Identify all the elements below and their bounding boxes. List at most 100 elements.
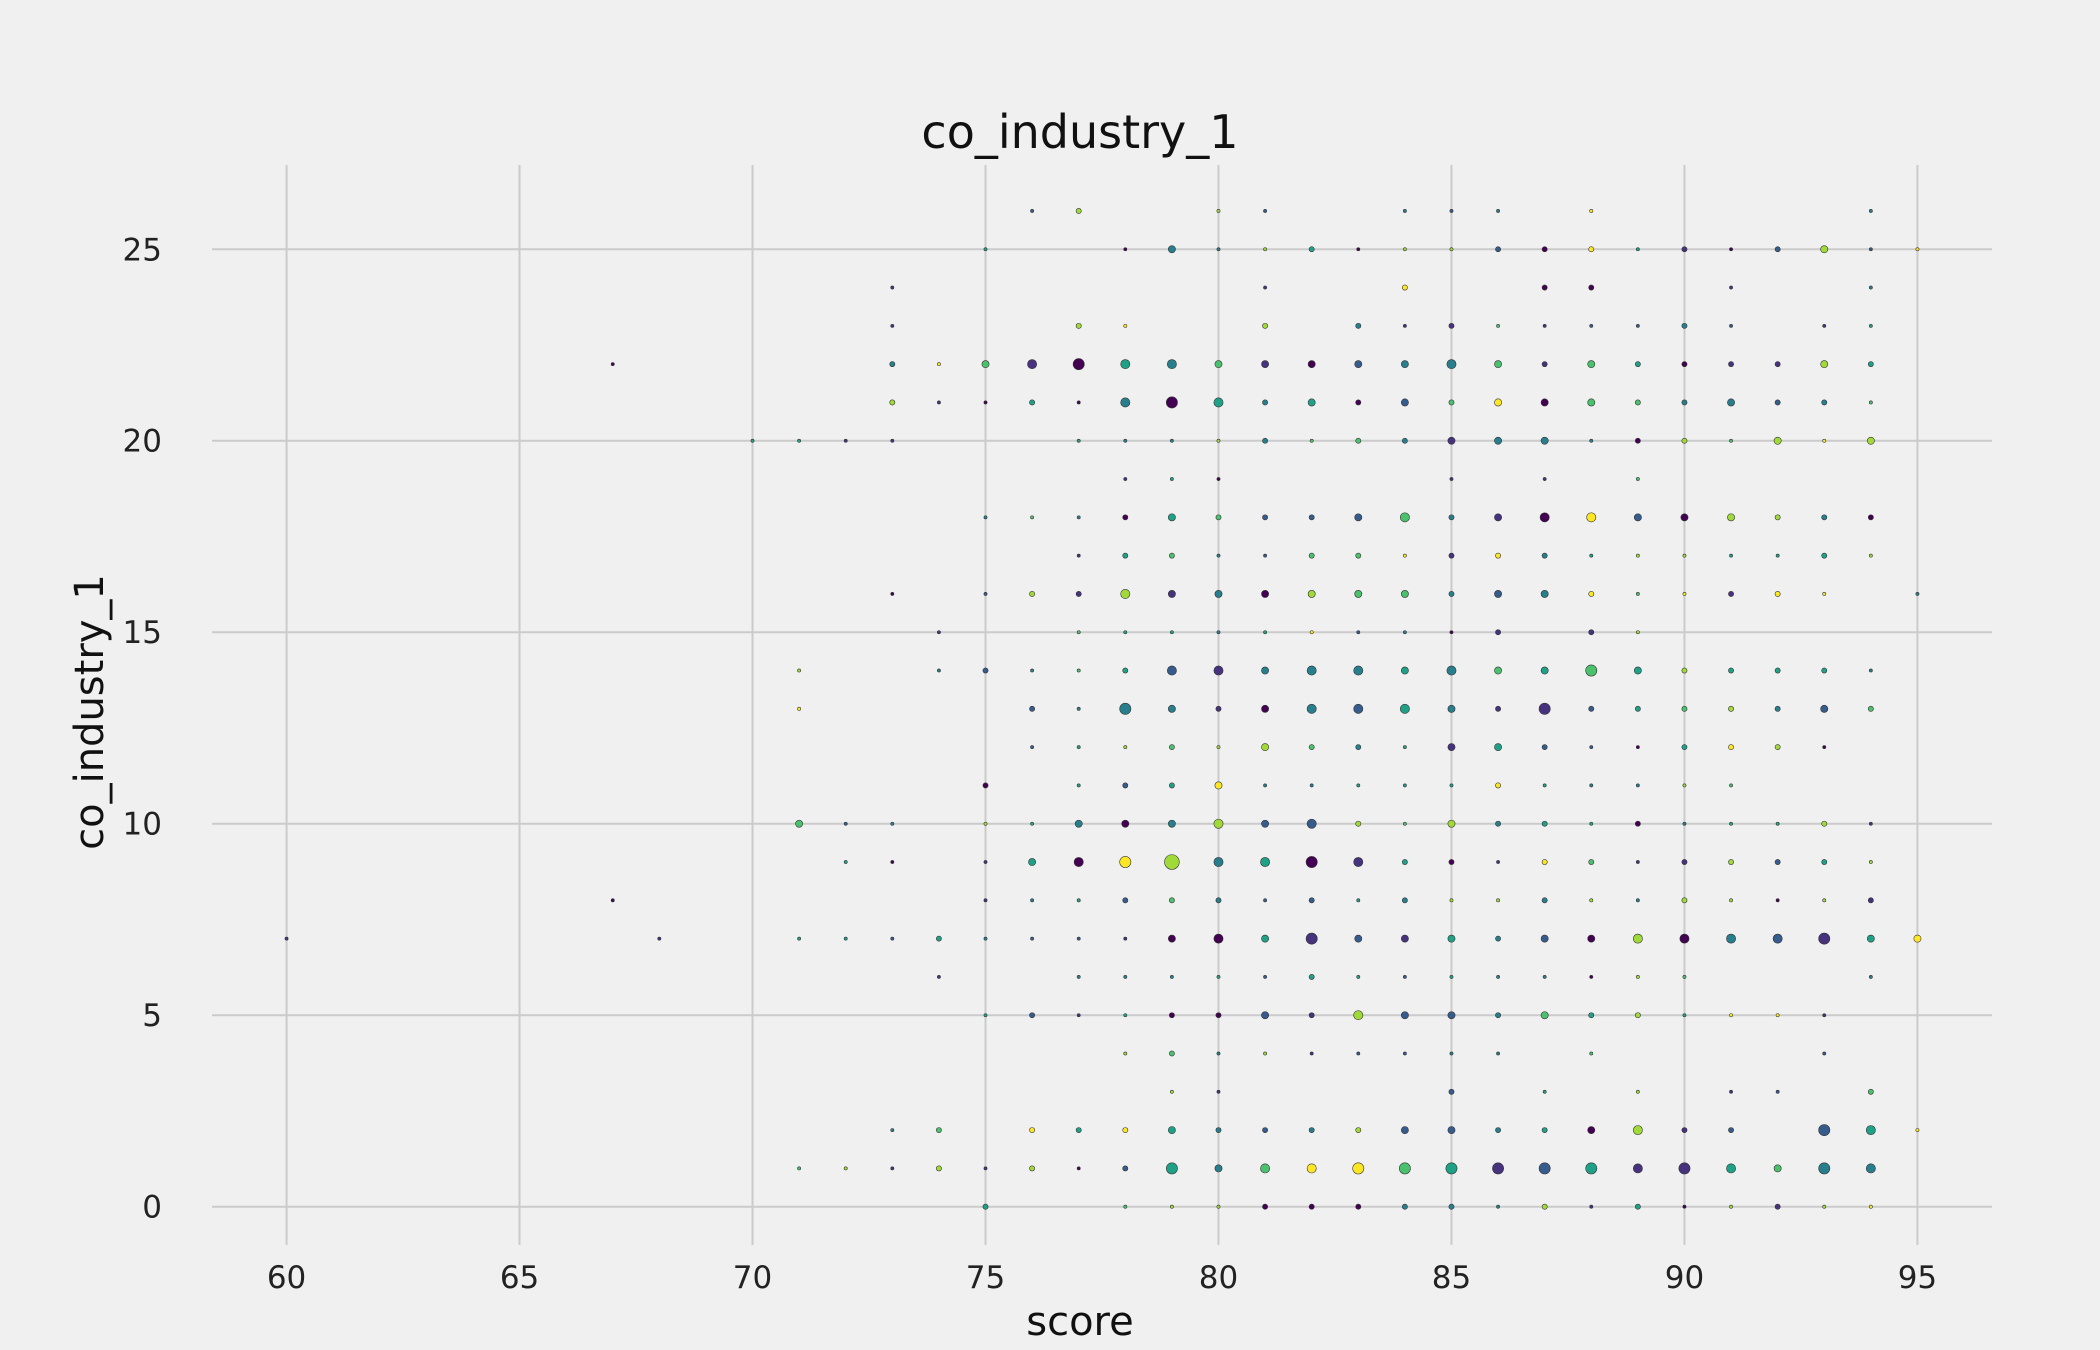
scatter-point <box>1447 1126 1456 1135</box>
scatter-point <box>1773 1164 1782 1173</box>
scatter-point <box>1728 859 1734 865</box>
scatter-point <box>983 400 988 405</box>
scatter-point <box>1822 592 1827 596</box>
scatter-point <box>1123 438 1128 443</box>
scatter-point <box>1308 514 1315 521</box>
chart-title: co_industry_1 <box>921 105 1238 159</box>
scatter-point <box>1119 856 1132 868</box>
scatter-point <box>610 362 615 367</box>
scatter-point <box>1216 745 1221 750</box>
scatter-point <box>1822 323 1827 328</box>
scatter-point <box>1541 361 1548 368</box>
scatter-point <box>1865 1163 1876 1174</box>
scatter-point <box>1354 934 1363 943</box>
scatter-point <box>1075 1127 1082 1134</box>
scatter-point <box>1028 858 1037 866</box>
scatter-point <box>1401 1203 1408 1210</box>
scatter-point <box>1588 1012 1595 1019</box>
scatter-point <box>1728 361 1734 368</box>
scatter-point <box>890 323 895 328</box>
scatter-point <box>1306 818 1317 829</box>
scatter-point <box>1681 744 1688 751</box>
scatter-point <box>1728 744 1734 751</box>
scatter-point <box>1866 934 1875 943</box>
scatter-point <box>1213 665 1224 676</box>
scatter-point <box>1496 860 1500 864</box>
scatter-point <box>1681 859 1688 865</box>
scatter-point <box>983 592 988 596</box>
scatter-point <box>1866 436 1875 445</box>
scatter-point <box>1399 703 1410 714</box>
y-tick-label: 5 <box>142 998 162 1034</box>
scatter-point <box>1169 630 1174 635</box>
scatter-point <box>1449 477 1454 481</box>
scatter-point <box>1448 859 1455 865</box>
scatter-point <box>1308 246 1315 253</box>
scatter-point <box>1447 819 1456 828</box>
scatter-point <box>1261 360 1269 369</box>
scatter-point <box>1216 1089 1221 1094</box>
scatter-point <box>1027 359 1038 370</box>
scatter-point <box>1492 1162 1504 1175</box>
scatter-point <box>1494 513 1502 522</box>
scatter-point <box>1401 284 1408 291</box>
scatter-point <box>1682 592 1687 596</box>
scatter-point <box>1263 783 1267 788</box>
scatter-point <box>1728 591 1734 597</box>
scatter-point <box>1867 514 1874 521</box>
scatter-point <box>1774 514 1781 521</box>
scatter-point <box>1121 819 1130 828</box>
scatter-point <box>1635 745 1640 750</box>
scatter-point <box>1355 552 1362 559</box>
scatter-point <box>1123 247 1128 252</box>
scatter-point <box>1168 1012 1175 1019</box>
scatter-point <box>1495 629 1501 636</box>
scatter-point <box>1123 1051 1128 1056</box>
scatter-point <box>1168 744 1175 751</box>
scatter-point <box>1448 552 1455 559</box>
scatter-point <box>1072 358 1085 371</box>
scatter-point <box>1541 1127 1548 1134</box>
x-tick-label: 80 <box>1199 1260 1238 1296</box>
scatter-point <box>1261 743 1269 752</box>
scatter-point <box>1076 515 1081 520</box>
scatter-point <box>1729 553 1733 558</box>
scatter-point <box>1585 664 1598 677</box>
scatter-point <box>1726 933 1736 944</box>
scatter-point <box>1305 856 1318 868</box>
scatter-point <box>1213 397 1224 408</box>
scatter-point <box>1213 933 1224 944</box>
scatter-point <box>1494 590 1502 598</box>
scatter-point <box>1168 897 1175 904</box>
scatter-point <box>1729 323 1733 328</box>
scatter-point <box>890 1166 895 1171</box>
scatter-point <box>1635 247 1640 252</box>
scatter-point <box>1449 898 1454 903</box>
scatter-point <box>1868 975 1873 979</box>
scatter-point <box>1120 359 1131 370</box>
scatter-point <box>1635 860 1640 864</box>
scatter-point <box>1589 783 1594 788</box>
scatter-point <box>1868 668 1873 673</box>
scatter-point <box>1214 781 1223 790</box>
scatter-point <box>1589 323 1594 328</box>
scatter-point <box>1076 783 1081 788</box>
grid-lines <box>212 165 1992 1245</box>
scatter-point <box>1632 1163 1643 1174</box>
scatter-point <box>1076 553 1081 558</box>
scatter-point <box>1634 820 1641 827</box>
scatter-point <box>1214 1164 1223 1173</box>
scatter-point <box>1538 702 1551 715</box>
scatter-point <box>1076 438 1081 443</box>
scatter-point <box>1215 897 1222 904</box>
scatter-point <box>1076 1013 1081 1018</box>
scatter-point <box>1726 1163 1736 1174</box>
scatter-point <box>890 285 895 290</box>
scatter-point <box>1495 1127 1501 1134</box>
scatter-point <box>1306 703 1317 714</box>
scatter-point <box>890 860 895 864</box>
scatter-point <box>1261 934 1269 943</box>
scatter-point <box>1030 898 1035 903</box>
scatter-point <box>1495 705 1501 712</box>
scatter-point <box>1540 666 1549 675</box>
